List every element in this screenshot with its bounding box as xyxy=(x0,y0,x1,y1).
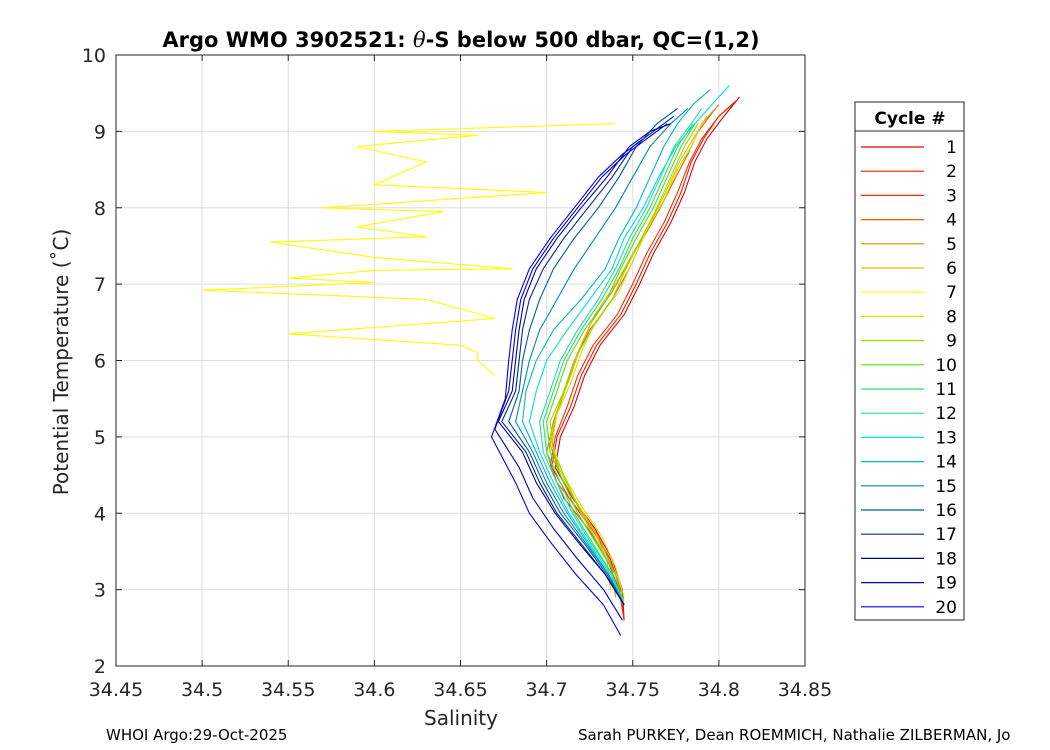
legend-label-3: 3 xyxy=(946,186,957,206)
legend-label-10: 10 xyxy=(935,356,957,376)
series-line-cycle-17 xyxy=(501,115,675,606)
axis-ticks: 34.45 34.5 34.55 34.6 34.65 34.7 34.75 34.8 34.8… xyxy=(82,45,832,701)
series-layer xyxy=(201,85,740,636)
x-tick-label: 34.45 xyxy=(89,679,143,701)
series-line-cycle-3 xyxy=(549,104,734,621)
y-tick-label: 9 xyxy=(94,121,106,143)
legend-label-8: 8 xyxy=(946,307,957,327)
y-axis-label: Potential Temperature (˚C) xyxy=(49,229,73,496)
series-line-cycle-16 xyxy=(508,108,678,606)
legend-label-2: 2 xyxy=(946,162,957,182)
series-line-cycle-13 xyxy=(528,85,730,606)
y-tick-label: 2 xyxy=(94,656,106,678)
y-tick-label: 5 xyxy=(94,427,106,449)
x-tick-label: 34.7 xyxy=(525,679,567,701)
y-tick-label: 8 xyxy=(94,198,106,220)
series-line-cycle-20 xyxy=(490,138,644,636)
legend-label-20: 20 xyxy=(935,598,957,618)
series-line-cycle-1 xyxy=(554,96,740,621)
x-tick-label: 34.55 xyxy=(261,679,315,701)
series-line-cycle-12 xyxy=(539,108,703,606)
series-line-cycle-19 xyxy=(494,123,668,621)
x-axis-label: Salinity xyxy=(424,706,498,730)
chart-title-theta: θ xyxy=(413,28,426,52)
series-line-cycle-14 xyxy=(521,88,711,606)
legend-label-19: 19 xyxy=(935,574,957,594)
legend-label-14: 14 xyxy=(935,453,957,473)
series-line-cycle-9 xyxy=(549,123,699,606)
series-line-cycle-6 xyxy=(549,115,708,590)
y-tick-label: 7 xyxy=(94,274,106,296)
series-line-cycle-7 xyxy=(201,123,616,377)
legend-label-11: 11 xyxy=(935,380,957,400)
series-line-cycle-11 xyxy=(542,123,694,606)
x-tick-label: 34.85 xyxy=(778,679,832,701)
grid-lines xyxy=(115,54,806,667)
y-tick-label: 4 xyxy=(94,503,106,525)
y-tick-label: 10 xyxy=(82,45,106,67)
footer-date: WHOI Argo:29-Oct-2025 xyxy=(106,726,288,744)
legend-label-15: 15 xyxy=(935,477,957,497)
x-tick-label: 34.5 xyxy=(181,679,223,701)
legend-label-18: 18 xyxy=(935,549,957,569)
x-tick-label: 34.8 xyxy=(698,679,740,701)
chart-title: Argo WMO 3902521: θ-S below 500 dbar, QC… xyxy=(162,28,759,52)
legend-label-6: 6 xyxy=(946,259,957,279)
series-line-cycle-10 xyxy=(546,123,696,606)
legend-title: Cycle # xyxy=(874,109,945,129)
y-tick-label: 3 xyxy=(94,580,106,602)
x-tick-label: 34.6 xyxy=(353,679,395,701)
series-line-cycle-15 xyxy=(515,108,689,606)
footer-authors: Sarah PURKEY, Dean ROEMMICH, Nathalie ZI… xyxy=(578,726,1011,744)
legend-label-5: 5 xyxy=(946,235,957,255)
legend-label-1: 1 xyxy=(946,138,957,158)
legend-label-9: 9 xyxy=(946,332,957,352)
x-tick-label: 34.75 xyxy=(606,679,660,701)
y-tick-label: 6 xyxy=(94,351,106,373)
legend-label-13: 13 xyxy=(935,428,957,448)
legend-label-7: 7 xyxy=(946,283,957,303)
legend-label-16: 16 xyxy=(935,501,957,521)
legend-label-17: 17 xyxy=(935,525,957,545)
legend-label-4: 4 xyxy=(946,211,957,231)
series-line-cycle-8 xyxy=(551,123,703,598)
chart-title-prefix: Argo WMO 3902521: xyxy=(162,28,413,52)
series-line-cycle-18 xyxy=(497,123,671,606)
x-tick-label: 34.65 xyxy=(433,679,487,701)
chart-title-suffix: -S below 500 dbar, QC=(1,2) xyxy=(426,28,760,52)
legend-label-12: 12 xyxy=(935,404,957,424)
series-line-cycle-4 xyxy=(546,108,716,606)
